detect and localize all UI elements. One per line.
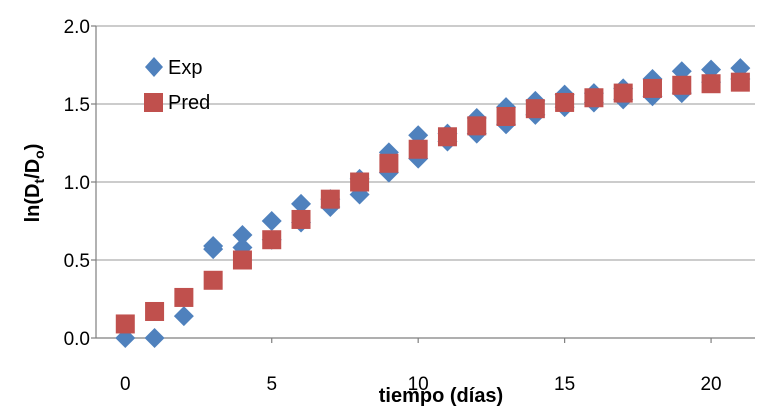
data-point-pred: [613, 83, 633, 103]
data-point-pred: [496, 106, 516, 126]
legend-pred-marker: [144, 93, 163, 112]
data-point-pred: [115, 314, 135, 334]
legend-exp-marker: [145, 57, 163, 77]
data-point-exp: [261, 211, 282, 231]
data-series: [115, 58, 751, 348]
legend-pred-label: Pred: [168, 92, 210, 114]
data-point-pred: [672, 75, 692, 95]
data-point-pred: [203, 270, 223, 290]
data-point-pred: [262, 230, 282, 250]
data-point-pred: [320, 189, 340, 209]
x-axis-title: tiempo (días): [379, 385, 503, 407]
data-point-pred: [730, 72, 750, 92]
data-point-exp: [232, 225, 253, 246]
data-point-pred: [525, 99, 545, 119]
y-tick-label: 0.0: [64, 329, 90, 350]
data-point-pred: [232, 250, 252, 270]
data-point-pred: [174, 287, 194, 307]
gridlines: [96, 25, 755, 261]
data-point-pred: [467, 116, 487, 136]
y-tick-label: 1.5: [64, 95, 90, 116]
y-axis-title-base: ln(D: [22, 184, 44, 223]
legend: Exp Pred: [144, 57, 210, 114]
data-point-pred: [350, 172, 370, 192]
series-exp: [115, 58, 751, 348]
data-point-pred: [291, 209, 311, 229]
y-axis-title-end: ): [22, 144, 44, 151]
data-point-pred: [555, 92, 575, 112]
x-tick-label: 5: [266, 374, 277, 395]
y-axis-title: ln(Dt/Do): [22, 144, 47, 223]
data-point-pred: [642, 78, 662, 98]
data-point-exp: [203, 235, 224, 256]
y-tick-label: 1.0: [64, 173, 90, 194]
y-axis-title-sub1: t: [31, 179, 47, 184]
x-tick-label: 10: [408, 374, 429, 395]
data-point-exp: [173, 306, 194, 327]
data-point-pred: [701, 74, 721, 94]
x-tick-label: 20: [700, 374, 721, 395]
data-point-pred: [379, 153, 399, 173]
legend-exp-label: Exp: [168, 57, 202, 79]
series-pred: [115, 72, 750, 334]
y-axis-title-mid: /D: [22, 159, 44, 179]
data-point-pred: [584, 88, 604, 108]
y-tick-label: 2.0: [64, 17, 90, 38]
data-point-exp: [291, 193, 312, 214]
data-point-pred: [437, 127, 457, 147]
y-tick-labels: 0.0 0.5 1.0 1.5 2.0: [64, 17, 90, 350]
data-point-exp: [144, 328, 165, 348]
y-tick-label: 0.5: [64, 251, 90, 272]
x-tick-labels: 0 5 10 15 20: [120, 374, 722, 395]
y-axis-title-sub2: o: [31, 150, 47, 159]
x-tick-label: 15: [554, 374, 575, 395]
data-point-pred: [145, 301, 165, 321]
data-point-pred: [408, 139, 428, 159]
x-tick-label: 0: [120, 374, 131, 395]
